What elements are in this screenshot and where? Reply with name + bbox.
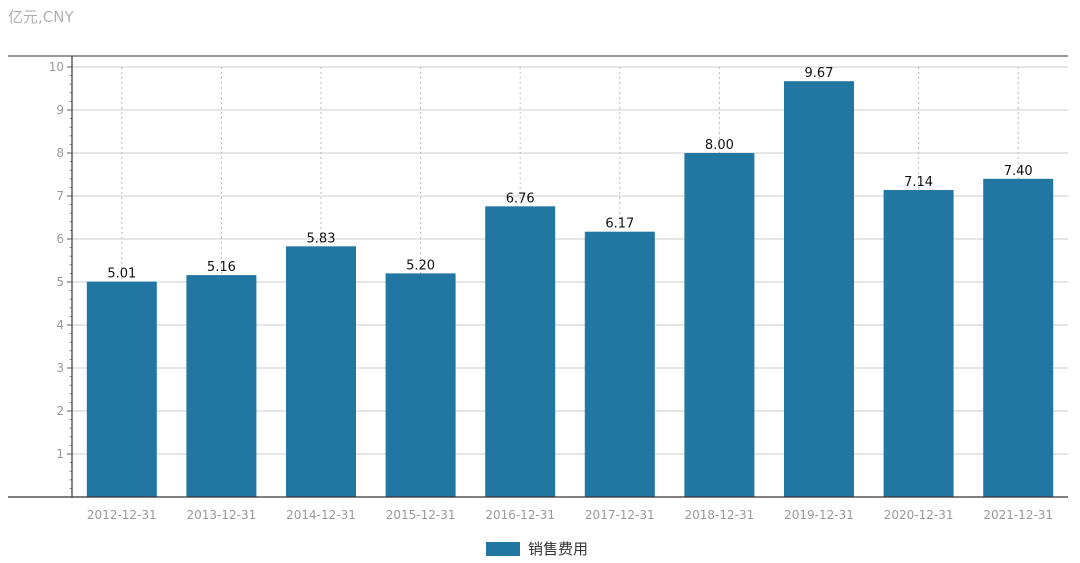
bar-value-label: 9.67 — [805, 66, 834, 81]
axis-layer — [8, 55, 1068, 498]
x-tick-label: 2015-12-31 — [386, 508, 456, 522]
bar — [983, 178, 1054, 498]
bar-value-label: 6.76 — [506, 191, 535, 206]
y-tick-label: 5 — [56, 275, 64, 289]
y-tick-label: 7 — [56, 189, 64, 203]
legend-swatch — [486, 541, 520, 556]
y-tick-label: 2 — [56, 404, 64, 418]
label-layer: 1 2 3 4 5 6 7 8 9 10 5.01 2012-12-31 5.16 2013-12-31 5… — [49, 60, 1053, 522]
bar-value-label: 5.20 — [406, 258, 435, 273]
bar-value-label: 5.16 — [207, 260, 236, 275]
bar-value-label: 6.17 — [605, 217, 634, 232]
bar — [584, 231, 655, 497]
bar-value-label: 5.01 — [107, 267, 136, 282]
bar — [883, 189, 954, 498]
y-tick-label: 6 — [56, 232, 64, 246]
bar-value-label: 7.14 — [904, 175, 933, 190]
bar-layer — [86, 81, 1054, 498]
x-tick-label: 2019-12-31 — [784, 508, 854, 522]
x-tick-label: 2020-12-31 — [884, 508, 954, 522]
x-tick-label: 2018-12-31 — [685, 508, 755, 522]
x-tick-label: 2017-12-31 — [585, 508, 655, 522]
bar-value-label: 7.40 — [1004, 164, 1033, 179]
y-tick-label: 10 — [49, 60, 64, 74]
y-tick-label: 3 — [56, 361, 64, 375]
bar — [485, 206, 556, 497]
bar — [186, 275, 257, 497]
bar — [385, 273, 456, 497]
x-tick-label: 2012-12-31 — [87, 508, 157, 522]
bar-chart: 1 2 3 4 5 6 7 8 9 10 5.01 2012-12-31 5.16 2013-12-31 5… — [8, 55, 1068, 522]
y-tick-label: 9 — [56, 103, 64, 117]
bar — [784, 81, 854, 497]
bar — [86, 281, 157, 497]
unit-label: 亿元,CNY — [8, 8, 74, 26]
x-tick-label: 2021-12-31 — [983, 508, 1053, 522]
legend: 销售费用 — [486, 538, 588, 559]
bar-value-label: 5.83 — [307, 231, 336, 246]
legend-label: 销售费用 — [528, 540, 589, 558]
x-tick-label: 2013-12-31 — [187, 508, 257, 522]
bar — [684, 153, 755, 497]
x-tick-label: 2016-12-31 — [485, 508, 555, 522]
y-tick-label: 8 — [56, 146, 64, 160]
x-tick-label: 2014-12-31 — [286, 508, 356, 522]
bar — [286, 246, 356, 497]
bar-value-label: 8.00 — [705, 138, 734, 153]
y-tick-label: 1 — [56, 447, 64, 461]
y-tick-label: 4 — [56, 318, 64, 332]
